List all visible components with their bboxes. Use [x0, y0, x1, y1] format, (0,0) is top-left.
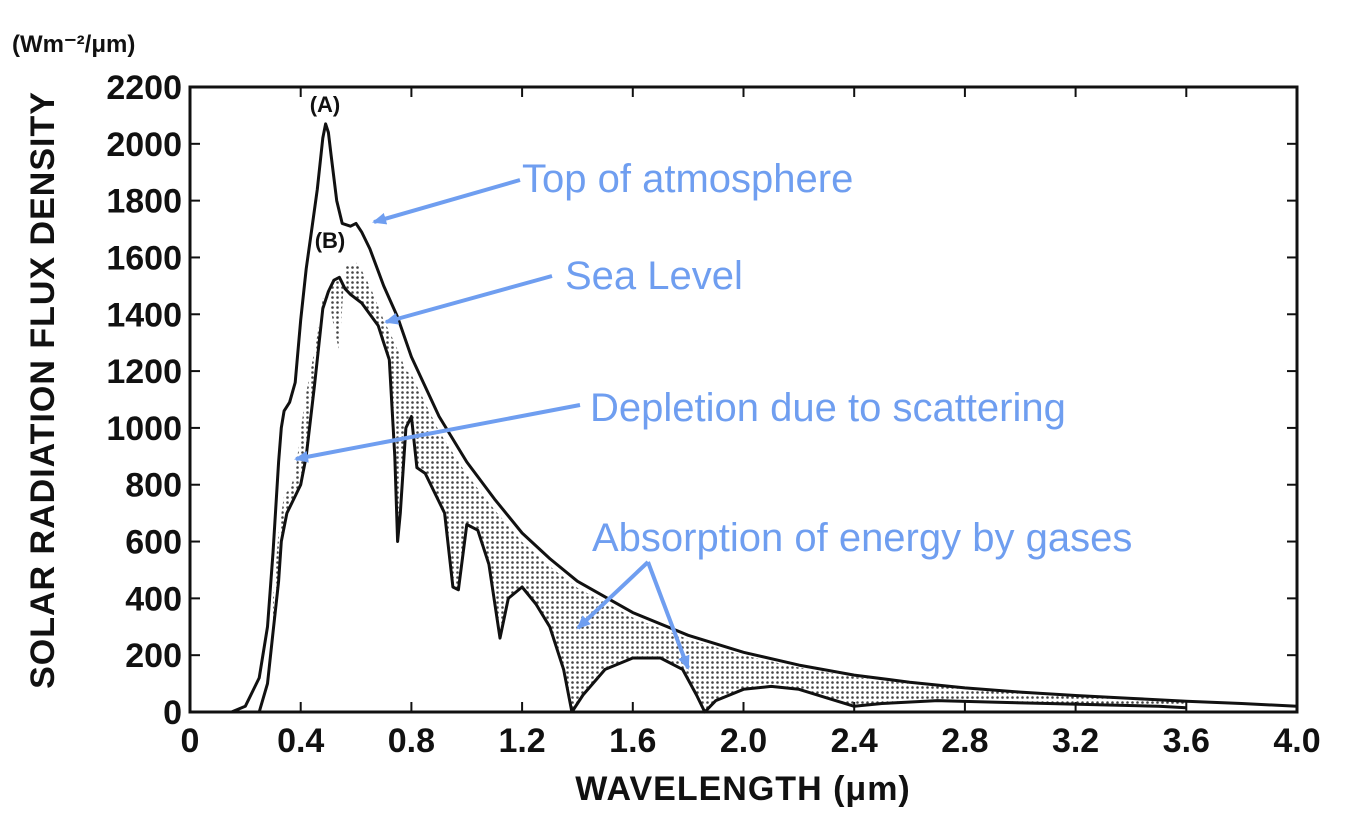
y-axis-title: SOLAR RADIATION FLUX DENSITY — [24, 91, 62, 689]
absorption-shaded-area — [273, 262, 1187, 712]
y-tick-label: 1000 — [106, 410, 182, 448]
absorption-shading-layer — [273, 262, 1187, 712]
x-tick-label: 2.4 — [831, 722, 878, 760]
curve-layer — [230, 122, 1298, 714]
y-tick-layer: 0 200 400 600 800 1000 1200 1400 1600 1800 2000 220… — [106, 69, 1297, 732]
arrow-sea-level — [384, 274, 553, 325]
y-tick-label: 0 — [163, 694, 182, 732]
annotation-absorption-gases: Absorption of energy by gases — [592, 516, 1132, 560]
curve-a-top-of-atmosphere — [230, 122, 1298, 714]
annotation-layer: Top of atmosphere Sea Level Depletion du… — [294, 157, 1132, 670]
arrow-depletion-scattering — [294, 403, 581, 463]
annotation-depletion-scattering: Depletion due to scattering — [590, 386, 1066, 430]
x-tick-label: 1.2 — [498, 722, 545, 760]
x-tick-label: 3.2 — [1052, 722, 1099, 760]
x-tick-label: 4.0 — [1273, 722, 1320, 760]
y-tick-label: 400 — [125, 580, 182, 618]
arrow-absorption-left — [576, 560, 650, 630]
annotation-top-of-atmosphere: Top of atmosphere — [522, 157, 853, 201]
arrow-top-of-atmosphere — [372, 178, 521, 225]
y-tick-label: 1200 — [106, 353, 182, 391]
x-tick-label: 2.8 — [941, 722, 988, 760]
x-tick-label: 1.6 — [609, 722, 656, 760]
y-tick-label: 1800 — [106, 183, 182, 221]
x-axis-title: WAVELENGTH (μm) — [575, 770, 911, 808]
x-tick-label: 0.8 — [388, 722, 435, 760]
annotation-sea-level: Sea Level — [565, 254, 743, 298]
curve-label-a: (A) — [310, 92, 341, 117]
y-tick-label: 2000 — [106, 126, 182, 164]
y-axis-unit: (Wm⁻²/μm) — [12, 31, 135, 58]
y-tick-label: 800 — [125, 467, 182, 505]
arrow-absorption-right — [646, 561, 690, 670]
y-tick-label: 1600 — [106, 239, 182, 277]
x-tick-label: 0 — [181, 722, 200, 760]
curve-b-sea-level — [257, 275, 1187, 714]
curve-label-b: (B) — [315, 228, 346, 253]
y-tick-label: 1400 — [106, 296, 182, 334]
x-tick-layer: 0 0.4 0.8 1.2 1.6 2.0 2.4 2.8 3.2 3.6 4.0 — [181, 87, 1321, 760]
y-tick-label: 600 — [125, 524, 182, 562]
x-tick-label: 2.0 — [720, 722, 767, 760]
y-tick-label: 200 — [125, 637, 182, 675]
x-tick-label: 0.4 — [277, 722, 324, 760]
y-tick-label: 2200 — [106, 69, 182, 107]
x-tick-label: 3.6 — [1163, 722, 1210, 760]
